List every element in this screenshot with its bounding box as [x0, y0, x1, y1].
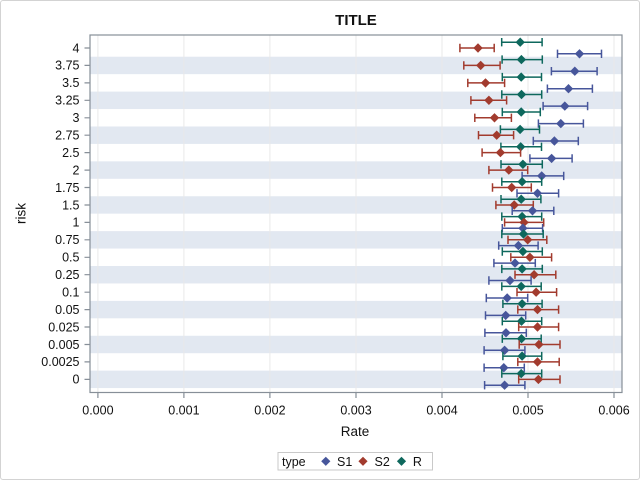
svg-text:0.1: 0.1: [62, 286, 79, 300]
svg-text:0.003: 0.003: [340, 404, 371, 418]
svg-text:0.005: 0.005: [512, 404, 543, 418]
svg-text:2: 2: [73, 163, 80, 177]
svg-text:0.75: 0.75: [55, 233, 79, 247]
svg-text:Rate: Rate: [341, 424, 370, 439]
svg-text:0: 0: [73, 373, 80, 387]
svg-text:0.002: 0.002: [254, 404, 285, 418]
svg-text:0.004: 0.004: [426, 404, 457, 418]
svg-text:1.5: 1.5: [62, 198, 79, 212]
svg-text:type: type: [282, 455, 306, 469]
svg-text:S2: S2: [375, 455, 390, 469]
svg-text:0.006: 0.006: [598, 404, 629, 418]
svg-text:R: R: [413, 455, 422, 469]
svg-text:3.75: 3.75: [55, 59, 79, 73]
svg-text:1.75: 1.75: [55, 181, 79, 195]
svg-text:2.75: 2.75: [55, 129, 79, 143]
svg-text:3.25: 3.25: [55, 94, 79, 108]
svg-text:0.001: 0.001: [168, 404, 199, 418]
svg-text:risk: risk: [14, 203, 29, 224]
svg-text:0.25: 0.25: [55, 268, 79, 282]
svg-text:S1: S1: [337, 455, 352, 469]
svg-text:0.0025: 0.0025: [41, 355, 79, 369]
svg-text:0.05: 0.05: [55, 303, 79, 317]
svg-text:4: 4: [73, 41, 80, 55]
svg-text:2.5: 2.5: [62, 146, 79, 160]
svg-text:1: 1: [73, 216, 80, 230]
svg-text:3.5: 3.5: [62, 76, 79, 90]
svg-text:0.5: 0.5: [62, 251, 79, 265]
svg-text:0.005: 0.005: [48, 338, 79, 352]
svg-text:TITLE: TITLE: [335, 12, 377, 29]
svg-text:0.000: 0.000: [82, 404, 113, 418]
svg-text:3: 3: [73, 111, 80, 125]
svg-text:0.025: 0.025: [48, 320, 79, 334]
